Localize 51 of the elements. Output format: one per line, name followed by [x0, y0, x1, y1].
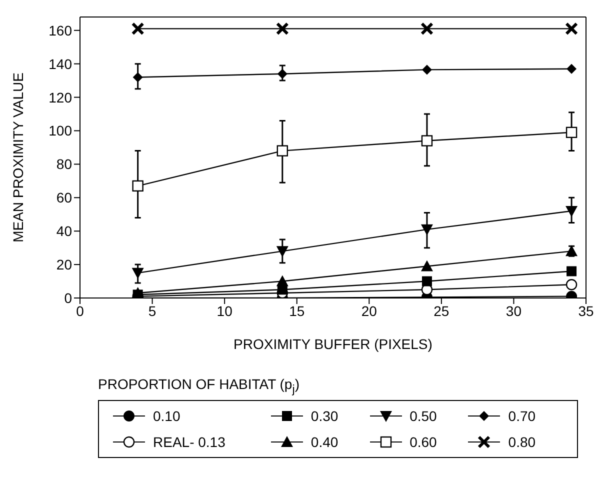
point: [566, 266, 577, 276]
point: [420, 260, 433, 272]
point: [132, 180, 144, 192]
y-tick-label: 20: [56, 256, 72, 273]
point: [421, 135, 433, 146]
x-tick-label: 20: [361, 302, 378, 319]
legend-label: 0.50: [410, 408, 437, 424]
x-tick-label: 5: [148, 302, 156, 319]
point: [276, 22, 289, 36]
x-axis-title: PROXIMITY BUFFER (PIXELS): [234, 336, 432, 352]
x-tick-label: 0: [76, 302, 84, 319]
point: [422, 276, 432, 286]
legend-title: PROPORTION OF HABITAT (p$_{j}$): [98, 376, 300, 396]
point: [132, 286, 144, 298]
point: [276, 246, 288, 258]
x-tick-label: 15: [289, 302, 305, 319]
point: [565, 22, 578, 36]
legend-label: REAL- 0.13: [153, 434, 226, 450]
point: [420, 22, 434, 36]
point: [132, 72, 143, 82]
legend-label: 0.40: [310, 434, 338, 450]
y-tick-label: 60: [56, 190, 72, 206]
point: [566, 245, 578, 256]
point: [132, 268, 144, 279]
x-tick-label: 10: [216, 302, 233, 319]
point: [131, 22, 144, 36]
y-tick-label: 0: [64, 290, 72, 306]
y-tick-label: 100: [48, 122, 72, 139]
y-tick-label: 40: [56, 223, 72, 240]
legend-label: 0.60: [410, 434, 437, 450]
point: [566, 126, 578, 138]
point: [422, 64, 432, 75]
x-tick-label: 35: [578, 302, 594, 319]
point: [276, 275, 288, 286]
x-tick-label: 30: [506, 302, 522, 319]
legend-label: 0.70: [508, 408, 536, 424]
x-tick-label: 25: [434, 302, 450, 319]
legend-label: 0.30: [310, 408, 338, 424]
point: [566, 206, 578, 218]
y-tick-label: 120: [48, 89, 72, 106]
point: [566, 64, 577, 74]
y-tick-label: 160: [48, 22, 72, 38]
point: [566, 279, 578, 290]
y-tick-label: 80: [56, 156, 72, 172]
y-tick-label: 140: [48, 56, 72, 72]
point: [277, 68, 288, 79]
y-axis-title: MEAN PROXIMITY VALUE: [10, 72, 26, 242]
legend-label: 0.80: [508, 434, 536, 450]
point: [420, 224, 433, 236]
legend-label: 0.10: [153, 408, 180, 424]
point: [276, 145, 288, 156]
